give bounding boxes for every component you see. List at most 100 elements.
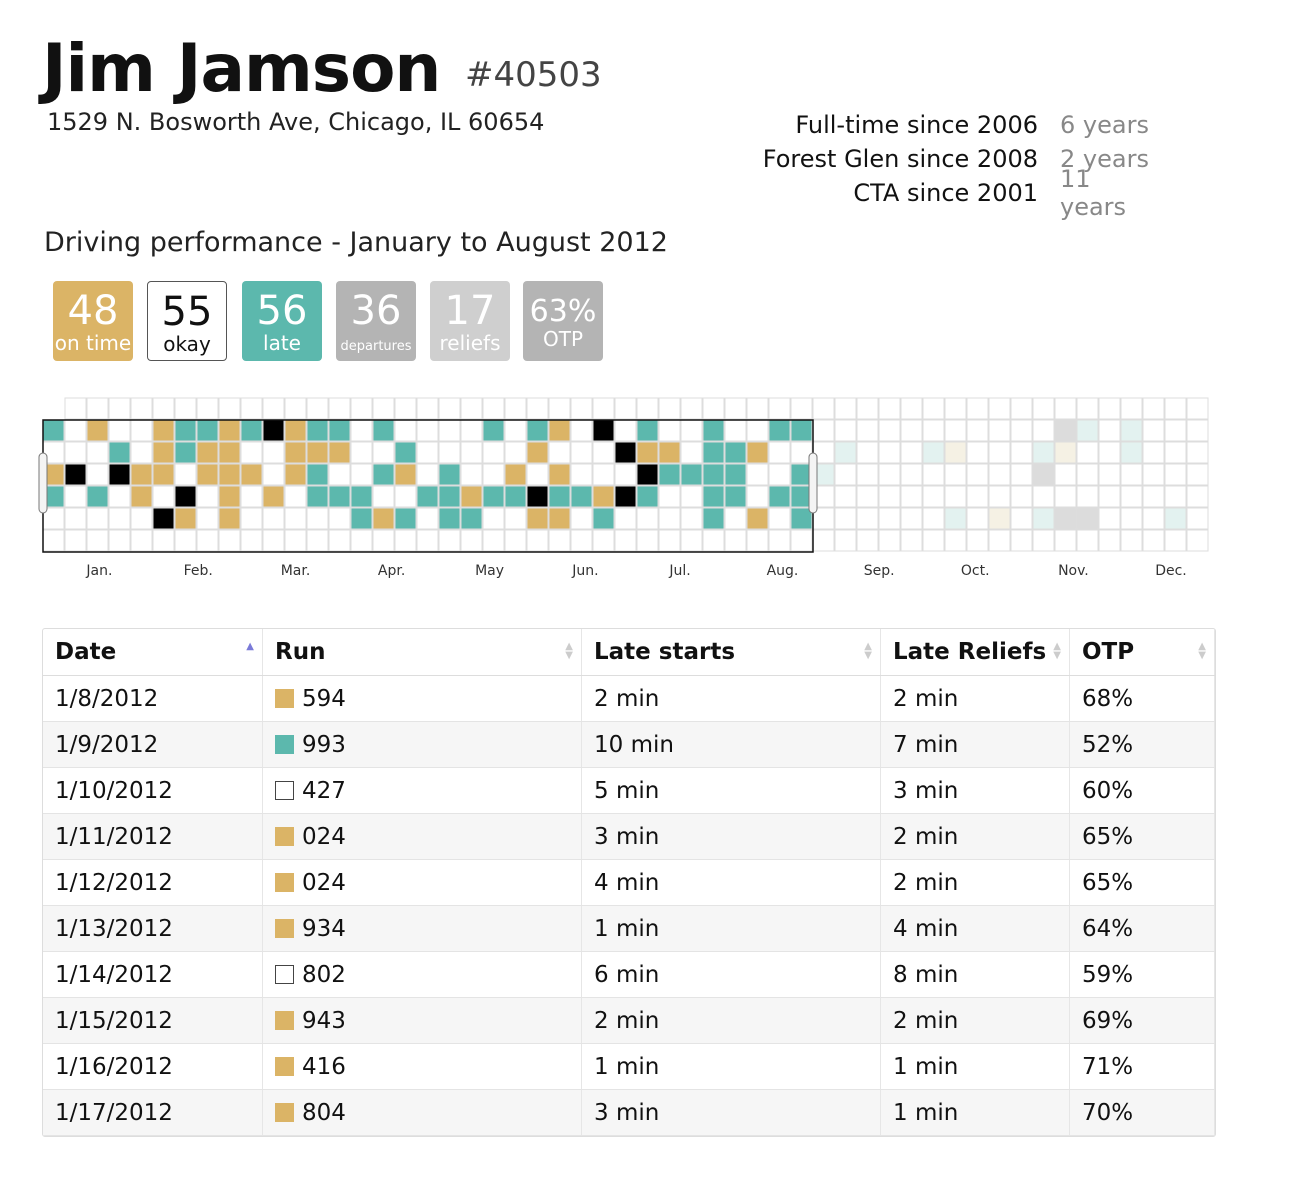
sort-icon[interactable]: ▲ ▼: [565, 641, 573, 661]
cell-otp: 64%: [1069, 905, 1215, 952]
calendar-day-cell: [174, 419, 197, 442]
column-header-otp[interactable]: OTP ▲ ▼: [1069, 629, 1215, 676]
table-row[interactable]: 1/13/2012 934 1 min 4 min 64%: [43, 905, 1215, 952]
calendar-day-cell: [944, 529, 967, 552]
calendar-day-cell: [262, 507, 285, 530]
cell-date: 1/16/2012: [43, 1043, 263, 1090]
sort-asc-icon[interactable]: ▲: [246, 641, 254, 652]
calendar-day-cell: [1164, 419, 1187, 442]
table-row[interactable]: 1/17/2012 804 3 min 1 min 70%: [43, 1089, 1215, 1136]
range-handle-start[interactable]: [38, 452, 48, 514]
calendar-day-cell: [196, 463, 219, 486]
calendar-day-cell: [768, 485, 791, 508]
month-label: Oct.: [961, 563, 990, 579]
table-row[interactable]: 1/14/2012 802 6 min 8 min 59%: [43, 951, 1215, 998]
calendar-day-cell: [1142, 507, 1165, 530]
cell-late-reliefs: 2 min: [880, 859, 1070, 906]
column-header-late-reliefs[interactable]: Late Reliefs ▲ ▼: [880, 629, 1070, 676]
stat-label: OTP: [542, 327, 584, 351]
stat-label: departures: [340, 339, 412, 354]
calendar-day-cell: [1120, 419, 1143, 442]
table-row[interactable]: 1/11/2012 024 3 min 2 min 65%: [43, 813, 1215, 860]
calendar-day-cell: [350, 507, 373, 530]
column-header-date[interactable]: Date ▲: [43, 629, 263, 676]
calendar-day-cell: [592, 529, 615, 552]
cell-otp: 71%: [1069, 1043, 1215, 1090]
calendar-day-cell: [152, 507, 175, 530]
stat-on-time: 48 on time: [53, 281, 133, 361]
cell-late-reliefs: 7 min: [880, 721, 1070, 768]
cell-date: 1/10/2012: [43, 767, 263, 814]
calendar-day-cell: [130, 529, 153, 552]
calendar-day-cell: [1010, 485, 1033, 508]
cell-otp: 70%: [1069, 1089, 1215, 1136]
calendar-day-cell: [768, 397, 791, 420]
calendar-day-cell: [1010, 463, 1033, 486]
calendar-day-cell: [724, 529, 747, 552]
calendar-day-cell: [482, 397, 505, 420]
calendar-day-cell: [526, 463, 549, 486]
calendar-day-cell: [966, 397, 989, 420]
calendar-day-cell: [680, 397, 703, 420]
calendar-day-cell: [218, 419, 241, 442]
calendar-day-cell: [482, 529, 505, 552]
calendar-day-cell: [988, 397, 1011, 420]
table-row[interactable]: 1/15/2012 943 2 min 2 min 69%: [43, 997, 1215, 1044]
sort-icon[interactable]: ▲ ▼: [864, 641, 872, 661]
calendar-day-cell: [548, 507, 571, 530]
calendar-day-cell: [284, 419, 307, 442]
calendar-day-cell: [1164, 529, 1187, 552]
cell-late-starts: 5 min: [581, 767, 881, 814]
table-row[interactable]: 1/8/2012 594 2 min 2 min 68%: [43, 675, 1215, 722]
calendar-day-cell: [328, 529, 351, 552]
calendar-day-cell: [42, 419, 65, 442]
column-header-run[interactable]: Run ▲ ▼: [262, 629, 582, 676]
calendar-day-cell: [1032, 529, 1055, 552]
calendar-day-cell: [240, 463, 263, 486]
cell-date-text: 1/11/2012: [55, 823, 173, 850]
calendar-day-cell: [1054, 463, 1077, 486]
calendar-day-cell: [482, 507, 505, 530]
calendar-day-cell: [1076, 485, 1099, 508]
month-label: Nov.: [1058, 563, 1089, 579]
calendar-day-cell: [592, 397, 615, 420]
cell-otp: 52%: [1069, 721, 1215, 768]
calendar-day-cell: [1054, 529, 1077, 552]
calendar-day-cell: [130, 419, 153, 442]
sort-icon[interactable]: ▲ ▼: [1053, 641, 1061, 661]
month-label: Jan.: [85, 563, 112, 579]
cell-late-reliefs: 8 min: [880, 951, 1070, 998]
calendar-day-cell: [108, 507, 131, 530]
table-row[interactable]: 1/9/2012 993 10 min 7 min 52%: [43, 721, 1215, 768]
cell-late-reliefs-text: 7 min: [893, 731, 959, 758]
table-row[interactable]: 1/16/2012 416 1 min 1 min 71%: [43, 1043, 1215, 1090]
cell-date: 1/15/2012: [43, 997, 263, 1044]
calendar-day-cell: [350, 419, 373, 442]
calendar-day-cell: [1186, 419, 1209, 442]
table-row[interactable]: 1/12/2012 024 4 min 2 min 65%: [43, 859, 1215, 906]
calendar-day-cell: [922, 397, 945, 420]
calendar-day-cell: [790, 507, 813, 530]
stat-okay: 55 okay: [147, 281, 227, 361]
calendar-day-cell: [922, 419, 945, 442]
table-row[interactable]: 1/10/2012 427 5 min 3 min 60%: [43, 767, 1215, 814]
calendar-day-cell: [570, 419, 593, 442]
cell-date-text: 1/12/2012: [55, 869, 173, 896]
column-header-late-starts[interactable]: Late starts ▲ ▼: [581, 629, 881, 676]
sort-icon[interactable]: ▲ ▼: [1198, 641, 1206, 661]
calendar-day-cell: [1054, 485, 1077, 508]
calendar-day-cell: [284, 463, 307, 486]
calendar-day-cell: [306, 419, 329, 442]
range-handle-end[interactable]: [808, 452, 818, 514]
calendar-day-cell: [658, 485, 681, 508]
cell-late-reliefs-text: 4 min: [893, 915, 959, 942]
calendar-day-cell: [548, 529, 571, 552]
calendar-day-cell: [526, 485, 549, 508]
calendar-day-cell: [284, 529, 307, 552]
calendar-day-cell: [350, 485, 373, 508]
calendar-day-cell: [350, 397, 373, 420]
calendar-day-cell: [86, 485, 109, 508]
calendar-day-cell: [1142, 397, 1165, 420]
calendar-day-cell: [64, 529, 87, 552]
tenure-years: 6 years: [1060, 111, 1149, 139]
